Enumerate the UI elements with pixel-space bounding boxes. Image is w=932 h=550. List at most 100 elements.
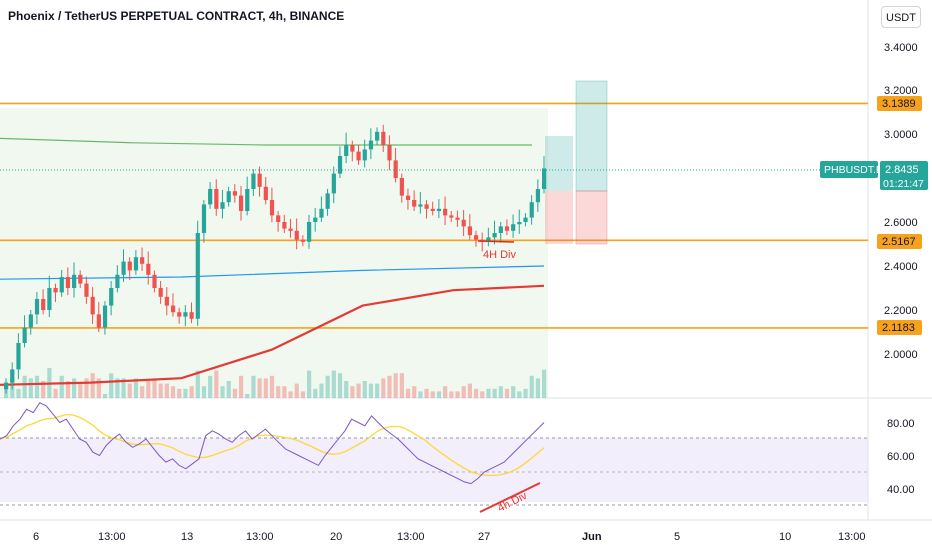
- volume-bar: [375, 383, 380, 398]
- candle-body: [4, 382, 9, 390]
- candle-body: [276, 215, 281, 222]
- volume-bar: [164, 383, 169, 398]
- volume-bar: [16, 388, 21, 398]
- volume-bar: [226, 381, 231, 398]
- candle-body: [90, 296, 95, 315]
- candle-body: [183, 312, 188, 317]
- volume-bar: [461, 386, 466, 398]
- level-badge: [877, 96, 922, 111]
- volume-bar: [133, 378, 139, 398]
- candle-body: [350, 145, 355, 152]
- price-panel-shade: [0, 108, 548, 398]
- candle-body: [529, 202, 534, 218]
- long-position-tool[interactable]: [545, 80, 608, 245]
- candle-body: [325, 193, 330, 209]
- volume-bar: [34, 375, 40, 398]
- candle-body: [245, 189, 250, 211]
- candle-body: [313, 217, 318, 222]
- candle-body: [337, 156, 343, 174]
- time-axis[interactable]: 6 13:00 13 13:00 20 13:00 27 Jun 5 10 13…: [33, 531, 866, 543]
- volume-bar: [449, 391, 454, 398]
- price-tick: 3.4000: [884, 42, 918, 54]
- candle-body: [152, 274, 157, 288]
- candle-body: [542, 168, 547, 189]
- candle-body: [412, 200, 417, 207]
- volume-bar: [399, 373, 404, 398]
- time-label: 13: [181, 531, 193, 543]
- volume-bar: [473, 388, 479, 398]
- candle-body: [418, 204, 423, 207]
- candle-body: [22, 327, 27, 343]
- support-resistance-levels: [0, 102, 868, 329]
- candle-body: [158, 288, 163, 297]
- candle-body: [177, 312, 182, 317]
- rsi-band: [0, 438, 868, 502]
- candle-body: [288, 228, 293, 231]
- candle-body: [84, 283, 89, 297]
- volume-bar: [443, 386, 448, 398]
- candle-body: [362, 149, 367, 161]
- volume-bar: [65, 381, 71, 398]
- candle-body: [263, 186, 268, 200]
- time-label: 13:00: [98, 531, 126, 543]
- candle-body: [214, 189, 219, 209]
- volume-bar: [78, 383, 83, 398]
- candle-body: [492, 233, 497, 238]
- volume-bar: [517, 391, 522, 398]
- candle-body: [399, 178, 404, 196]
- volume-bar: [208, 375, 213, 398]
- volume-bar: [238, 375, 244, 398]
- time-label: 20: [330, 531, 342, 543]
- candle-body: [34, 299, 40, 315]
- candle-body: [405, 195, 411, 200]
- volume-bar: [257, 378, 262, 398]
- price-divergence-line: [477, 240, 515, 243]
- volume-bar: [492, 388, 497, 398]
- volume-bar: [319, 383, 324, 398]
- candle-body: [387, 145, 392, 161]
- time-label: 13:00: [246, 531, 274, 543]
- moving-average-line: [0, 284, 545, 386]
- time-label: 10: [779, 531, 791, 543]
- volume-bar: [535, 378, 541, 398]
- volume-bar: [102, 394, 108, 398]
- candle-body: [282, 222, 287, 229]
- candle-body: [517, 222, 522, 225]
- candle-body: [78, 274, 83, 284]
- moving-average-line: [0, 265, 545, 280]
- volume-bar: [195, 370, 200, 398]
- volume-bar: [498, 386, 503, 398]
- candle-body: [201, 204, 207, 233]
- price-divergence[interactable]: 4H Div: [477, 240, 517, 261]
- last-price-badge: [880, 161, 928, 190]
- volume-bar: [325, 375, 330, 398]
- candle-body: [96, 314, 101, 328]
- volume-bar: [177, 388, 182, 398]
- candle-body: [232, 191, 238, 196]
- candle-body: [72, 274, 77, 288]
- rsi-scale[interactable]: 80.00 60.00 40.00: [887, 418, 915, 496]
- volume-bar: [418, 391, 423, 398]
- rsi-tick: 80.00: [887, 418, 915, 430]
- volume-bar: [90, 373, 95, 398]
- volume-bar: [220, 386, 225, 398]
- candle-body: [473, 235, 479, 240]
- position-stop-zone-2: [575, 190, 608, 245]
- candle-body: [59, 277, 64, 293]
- currency-button[interactable]: USDT: [881, 6, 921, 28]
- time-label: 27: [478, 531, 490, 543]
- level-badge: [877, 234, 922, 249]
- volume-bar: [368, 383, 374, 398]
- time-label: 13:00: [838, 531, 866, 543]
- volume-bar: [504, 388, 510, 398]
- candle-body: [257, 173, 262, 187]
- price-tick: 2.4000: [884, 261, 918, 273]
- volume-bar: [232, 388, 238, 398]
- candle-body: [344, 145, 349, 156]
- volume-bar: [158, 383, 163, 398]
- volume-bar: [381, 378, 386, 398]
- price-scale[interactable]: 3.4000 3.2000 3.0000 2.6000 2.4000 2.200…: [820, 42, 928, 361]
- volume-bar: [251, 375, 256, 398]
- rsi-line: [0, 402, 545, 485]
